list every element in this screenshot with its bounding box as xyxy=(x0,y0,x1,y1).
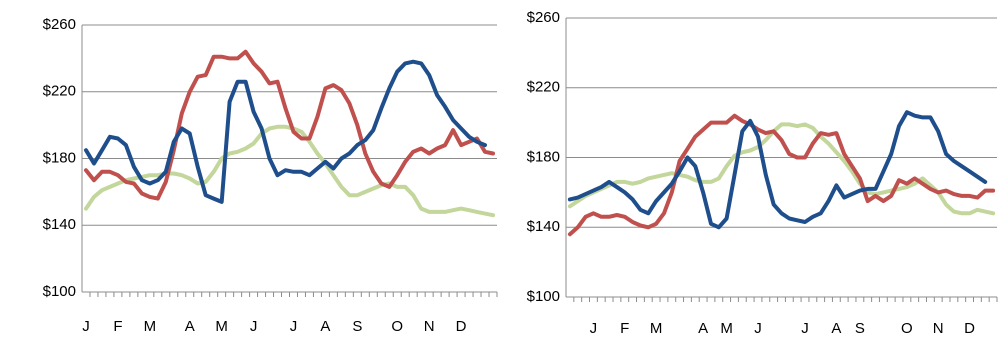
x-tick-label: M xyxy=(215,318,228,335)
x-tick-label: J xyxy=(754,320,762,337)
series-line xyxy=(84,49,495,201)
x-tick-label: F xyxy=(113,318,122,335)
y-tick-label: $260 xyxy=(527,9,560,26)
x-tick-label: N xyxy=(424,318,435,335)
y-tick-label: $100 xyxy=(43,283,76,300)
x-tick-label: D xyxy=(964,320,975,337)
y-tick-label: $180 xyxy=(43,149,76,166)
x-tick-label: J xyxy=(290,318,298,335)
series-line xyxy=(84,59,487,204)
series-line xyxy=(567,122,996,216)
x-tick-label: J xyxy=(801,320,809,337)
series-line xyxy=(567,110,988,230)
x-tick-label: D xyxy=(456,318,467,335)
x-tick-label: O xyxy=(901,320,913,337)
x-tick-label: A xyxy=(185,318,195,335)
x-tick-label: O xyxy=(391,318,403,335)
y-tick-label: $140 xyxy=(527,218,560,235)
x-tick-label: N xyxy=(933,320,944,337)
y-tick-label: $100 xyxy=(527,288,560,305)
y-tick-label: $220 xyxy=(43,83,76,100)
x-tick-label: J xyxy=(250,318,258,335)
x-tick-label: S xyxy=(352,318,362,335)
y-tick-label: $220 xyxy=(527,79,560,96)
x-tick-label: S xyxy=(855,320,865,337)
x-tick-label: A xyxy=(831,320,841,337)
x-tick-label: A xyxy=(320,318,330,335)
x-tick-label: M xyxy=(650,320,663,337)
y-tick-label: $180 xyxy=(527,148,560,165)
x-tick-label: M xyxy=(720,320,733,337)
x-tick-label: F xyxy=(620,320,629,337)
x-tick-label: J xyxy=(82,318,90,335)
x-tick-label: J xyxy=(590,320,598,337)
series-line xyxy=(84,124,495,218)
y-tick-label: $140 xyxy=(43,216,76,233)
series-line xyxy=(567,113,996,237)
x-tick-label: M xyxy=(144,318,157,335)
y-tick-label: $260 xyxy=(43,16,76,33)
x-tick-label: A xyxy=(698,320,708,337)
chart: $100 $140 $180 $220 $260 J F M A M J J A S O N D xyxy=(43,16,498,335)
